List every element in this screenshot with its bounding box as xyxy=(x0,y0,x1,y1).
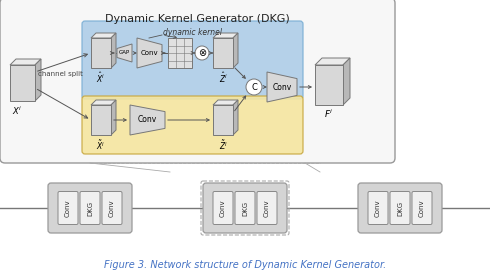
Circle shape xyxy=(195,46,209,60)
Polygon shape xyxy=(213,38,233,68)
Text: $\hat{X}^i$: $\hat{X}^i$ xyxy=(97,71,105,86)
Polygon shape xyxy=(111,33,116,68)
FancyBboxPatch shape xyxy=(203,183,287,233)
Polygon shape xyxy=(213,100,238,105)
Text: $F^i$: $F^i$ xyxy=(324,108,334,120)
Text: DKG: DKG xyxy=(397,201,403,216)
Polygon shape xyxy=(10,65,35,101)
Text: dynamic kernel: dynamic kernel xyxy=(163,28,221,37)
FancyBboxPatch shape xyxy=(102,191,122,224)
Polygon shape xyxy=(343,58,350,105)
Text: Conv: Conv xyxy=(375,199,381,217)
Text: $\tilde{X}^i$: $\tilde{X}^i$ xyxy=(97,138,105,152)
Polygon shape xyxy=(111,100,116,135)
FancyBboxPatch shape xyxy=(0,0,395,163)
FancyBboxPatch shape xyxy=(358,183,442,233)
Text: Conv: Conv xyxy=(220,199,226,217)
Text: $\tilde{Z}^i$: $\tilde{Z}^i$ xyxy=(219,138,227,152)
FancyBboxPatch shape xyxy=(48,183,132,233)
Text: channel split: channel split xyxy=(38,71,83,77)
Polygon shape xyxy=(35,59,41,101)
Text: Conv: Conv xyxy=(419,199,425,217)
Polygon shape xyxy=(233,33,238,68)
Text: Conv: Conv xyxy=(65,199,71,217)
Polygon shape xyxy=(315,65,343,105)
Text: DKG: DKG xyxy=(242,201,248,216)
Text: Conv: Conv xyxy=(140,50,158,56)
FancyBboxPatch shape xyxy=(235,191,255,224)
Polygon shape xyxy=(137,38,162,68)
Circle shape xyxy=(246,79,262,95)
Text: Conv: Conv xyxy=(109,199,115,217)
FancyBboxPatch shape xyxy=(82,96,303,154)
FancyBboxPatch shape xyxy=(213,191,233,224)
Text: Conv: Conv xyxy=(137,116,157,124)
Text: Figure 3. Network structure of Dynamic Kernel Generator.: Figure 3. Network structure of Dynamic K… xyxy=(104,260,386,270)
Polygon shape xyxy=(315,58,350,65)
FancyBboxPatch shape xyxy=(58,191,78,224)
Polygon shape xyxy=(91,33,116,38)
FancyBboxPatch shape xyxy=(368,191,388,224)
FancyBboxPatch shape xyxy=(390,191,410,224)
FancyBboxPatch shape xyxy=(82,21,303,99)
Bar xyxy=(168,38,192,68)
Polygon shape xyxy=(213,33,238,38)
Polygon shape xyxy=(267,72,297,102)
Text: Conv: Conv xyxy=(272,83,292,91)
Polygon shape xyxy=(10,59,41,65)
Polygon shape xyxy=(130,105,165,135)
Polygon shape xyxy=(91,100,116,105)
Polygon shape xyxy=(117,44,132,62)
Polygon shape xyxy=(233,100,238,135)
FancyBboxPatch shape xyxy=(257,191,277,224)
Text: $X^i$: $X^i$ xyxy=(12,105,22,117)
FancyBboxPatch shape xyxy=(412,191,432,224)
Text: DKG: DKG xyxy=(87,201,93,216)
Text: ⊗: ⊗ xyxy=(198,48,206,58)
Polygon shape xyxy=(91,38,111,68)
Text: Conv: Conv xyxy=(264,199,270,217)
FancyBboxPatch shape xyxy=(80,191,100,224)
Text: C: C xyxy=(251,83,257,91)
Polygon shape xyxy=(91,105,111,135)
Text: Dynamic Kernel Generator (DKG): Dynamic Kernel Generator (DKG) xyxy=(105,14,290,24)
Text: $\hat{Z}^i$: $\hat{Z}^i$ xyxy=(219,71,227,86)
Polygon shape xyxy=(213,105,233,135)
Text: GAP: GAP xyxy=(119,50,130,55)
